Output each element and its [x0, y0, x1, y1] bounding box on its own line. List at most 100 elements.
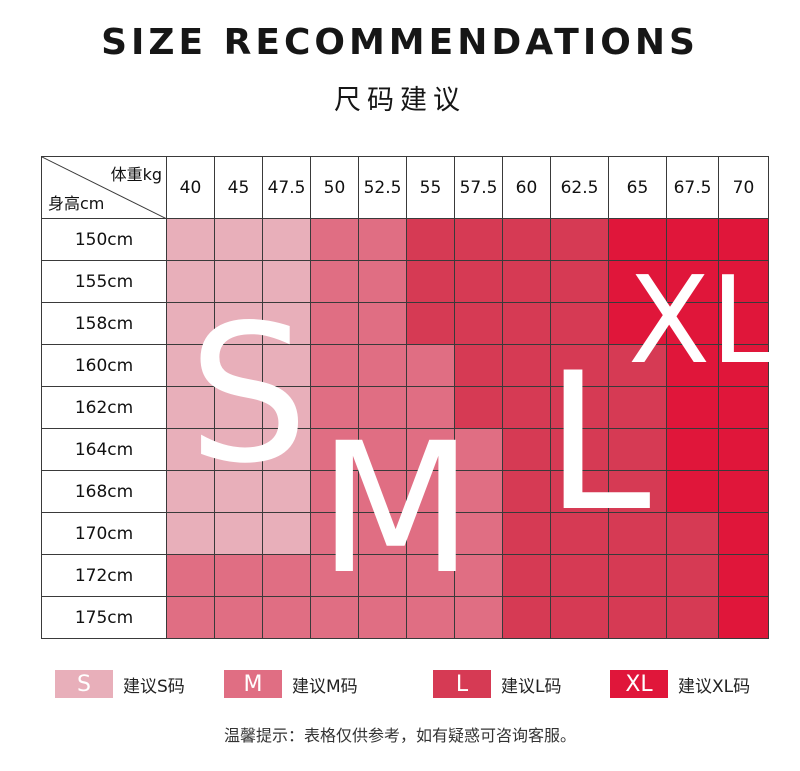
size-cell-m: [358, 386, 407, 429]
weight-header-cell: 67.5: [666, 156, 719, 219]
size-cell-s: [214, 386, 263, 429]
size-cell-m: [310, 554, 359, 597]
size-cell-m: [214, 554, 263, 597]
size-cell-xl: [608, 218, 667, 261]
weight-header-cell: 40: [166, 156, 215, 219]
weight-header-cell: 70: [718, 156, 769, 219]
size-cell-m: [214, 596, 263, 639]
weight-header-cell: 50: [310, 156, 359, 219]
weight-header-cell: 47.5: [262, 156, 311, 219]
weight-header-cell: 57.5: [454, 156, 503, 219]
table-row: 160cm: [41, 344, 769, 387]
size-cell-m: [310, 470, 359, 513]
size-cell-s: [262, 428, 311, 471]
size-cell-xl: [666, 344, 719, 387]
size-cell-xl: [666, 260, 719, 303]
size-cell-m: [262, 554, 311, 597]
height-label-cell: 162cm: [41, 386, 167, 429]
size-cell-l: [502, 260, 551, 303]
size-cell-s: [214, 218, 263, 261]
size-cell-l: [550, 512, 609, 555]
size-cell-l: [666, 596, 719, 639]
legend-label-m: 建议M码: [292, 676, 358, 697]
size-cell-m: [406, 554, 455, 597]
size-cell-l: [608, 386, 667, 429]
size-cell-l: [550, 344, 609, 387]
height-label-cell: 172cm: [41, 554, 167, 597]
size-cell-l: [454, 302, 503, 345]
size-cell-m: [166, 554, 215, 597]
size-cell-l: [502, 554, 551, 597]
table-row: 168cm: [41, 470, 769, 513]
weight-header-cell: 62.5: [550, 156, 609, 219]
size-cell-m: [310, 386, 359, 429]
legend-swatch-xl: XL: [610, 670, 668, 698]
size-cell-s: [214, 302, 263, 345]
table-row: 170cm: [41, 512, 769, 555]
legend-label-s: 建议S码: [123, 676, 185, 697]
size-cell-xl: [718, 554, 769, 597]
size-cell-m: [358, 344, 407, 387]
table-row: 158cm: [41, 302, 769, 345]
size-cell-l: [454, 260, 503, 303]
size-cell-m: [310, 596, 359, 639]
table-row: 175cm: [41, 596, 769, 639]
size-cell-s: [166, 470, 215, 513]
size-cell-m: [358, 512, 407, 555]
weight-header-cell: 60: [502, 156, 551, 219]
size-cell-s: [214, 428, 263, 471]
table-row: 150cm: [41, 218, 769, 261]
size-cell-m: [358, 554, 407, 597]
size-cell-m: [406, 386, 455, 429]
size-cell-xl: [718, 302, 769, 345]
size-cell-l: [608, 470, 667, 513]
size-cell-xl: [718, 344, 769, 387]
size-cell-l: [550, 554, 609, 597]
size-cell-l: [608, 428, 667, 471]
diagonal-line: [42, 157, 166, 218]
size-cell-l: [502, 386, 551, 429]
size-cell-xl: [666, 386, 719, 429]
size-cell-l: [666, 554, 719, 597]
size-cell-m: [358, 218, 407, 261]
legend-s: S 建议S码: [55, 669, 185, 699]
size-cell-l: [550, 596, 609, 639]
legend-m: M 建议M码: [224, 669, 358, 699]
height-label-cell: 150cm: [41, 218, 167, 261]
size-cell-l: [608, 512, 667, 555]
size-cell-m: [310, 218, 359, 261]
height-axis-label: 身高cm: [48, 194, 105, 213]
size-cell-l: [502, 218, 551, 261]
size-cell-xl: [718, 596, 769, 639]
legend-label-xl: 建议XL码: [678, 676, 751, 697]
size-cell-xl: [666, 218, 719, 261]
size-cell-l: [608, 344, 667, 387]
height-label-cell: 168cm: [41, 470, 167, 513]
legend-xl: XL 建议XL码: [610, 669, 750, 699]
size-cell-s: [262, 260, 311, 303]
size-cell-s: [214, 512, 263, 555]
size-cell-l: [550, 428, 609, 471]
legend-swatch-l: L: [433, 670, 491, 698]
weight-header-cell: 55: [406, 156, 455, 219]
size-cell-xl: [718, 512, 769, 555]
page-subtitle: 尺码建议: [334, 85, 466, 116]
size-cell-m: [310, 344, 359, 387]
size-cell-m: [310, 428, 359, 471]
size-cell-l: [666, 512, 719, 555]
weight-header-cell: 45: [214, 156, 263, 219]
size-cell-l: [502, 596, 551, 639]
size-cell-m: [310, 512, 359, 555]
size-cell-m: [358, 302, 407, 345]
size-cell-m: [406, 596, 455, 639]
size-cell-m: [406, 470, 455, 513]
size-cell-m: [310, 302, 359, 345]
size-cell-s: [166, 512, 215, 555]
size-cell-l: [502, 512, 551, 555]
size-cell-l: [454, 344, 503, 387]
size-cell-l: [550, 386, 609, 429]
size-cell-m: [406, 512, 455, 555]
size-cell-m: [358, 470, 407, 513]
size-cell-s: [214, 344, 263, 387]
height-label-cell: 175cm: [41, 596, 167, 639]
